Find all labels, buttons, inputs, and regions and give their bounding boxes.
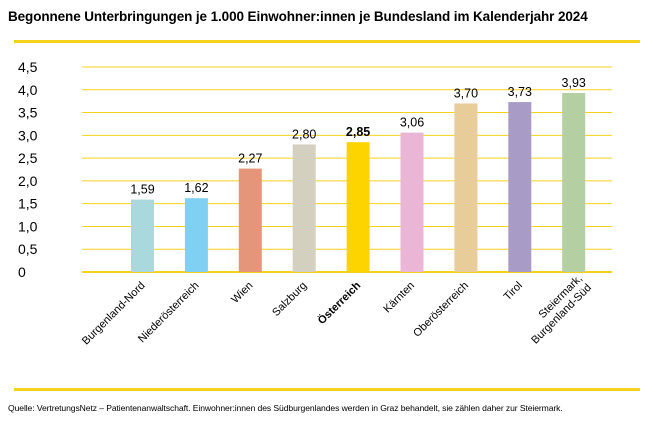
bottom-accent-rule xyxy=(14,388,640,391)
bar-value-label: 3,06 xyxy=(400,116,424,130)
top-accent-rule xyxy=(14,40,640,43)
bar xyxy=(454,103,478,272)
x-category-label: Österreich xyxy=(315,279,363,327)
y-tick-label: 1,5 xyxy=(18,196,38,212)
x-category-label-line: Salzburg xyxy=(270,280,309,319)
y-tick-label: 3,5 xyxy=(18,105,38,121)
bar-value-label: 1,62 xyxy=(184,181,208,195)
x-category-label-line: Oberösterreich xyxy=(411,280,471,340)
bar-value-label: 3,93 xyxy=(562,76,586,90)
bar xyxy=(508,102,532,272)
y-tick-label: 0 xyxy=(18,264,26,280)
x-category-label: Kärnten xyxy=(381,280,417,316)
y-tick-label: 4,0 xyxy=(18,82,38,98)
y-tick-label: 0,5 xyxy=(18,241,38,257)
bar-chart: 00,51,01,52,02,53,03,54,04,51,59Burgenla… xyxy=(18,59,612,347)
x-category-label: Wien xyxy=(229,280,255,306)
x-category-label: Tirol xyxy=(502,280,525,303)
chart-title: Begonnene Unterbringungen je 1.000 Einwo… xyxy=(8,9,588,24)
bar xyxy=(184,198,208,272)
source-note: Quelle: VertretungsNetz – Patientenanwal… xyxy=(8,403,563,413)
bar-value-label: 2,80 xyxy=(292,127,316,141)
x-category-label-line: Wien xyxy=(229,280,255,306)
y-tick-label: 1,0 xyxy=(18,218,38,234)
y-tick-label: 2,0 xyxy=(18,173,38,189)
x-category-label-line: Kärnten xyxy=(381,280,417,316)
x-category-label-line: Österreich xyxy=(315,279,363,327)
x-category-label: Salzburg xyxy=(270,280,309,319)
bar xyxy=(562,92,586,272)
bar xyxy=(292,144,316,272)
x-category-label: Steiermark,Burgenland-Süd xyxy=(520,273,594,347)
bar-value-label: 1,59 xyxy=(130,183,154,197)
bar xyxy=(238,168,262,272)
y-tick-label: 2,5 xyxy=(18,150,38,166)
y-tick-label: 3,0 xyxy=(18,127,38,143)
bar-value-label: 3,73 xyxy=(508,85,532,99)
y-tick-label: 4,5 xyxy=(18,59,38,75)
x-category-label-line: Tirol xyxy=(502,280,525,303)
bar xyxy=(131,199,154,272)
bar-value-label: 2,27 xyxy=(238,152,262,166)
bar xyxy=(346,142,370,272)
bar xyxy=(400,132,424,272)
bar-value-label: 2,85 xyxy=(346,125,370,139)
x-category-label: Oberösterreich xyxy=(411,280,471,340)
bar-value-label: 3,70 xyxy=(454,86,478,100)
